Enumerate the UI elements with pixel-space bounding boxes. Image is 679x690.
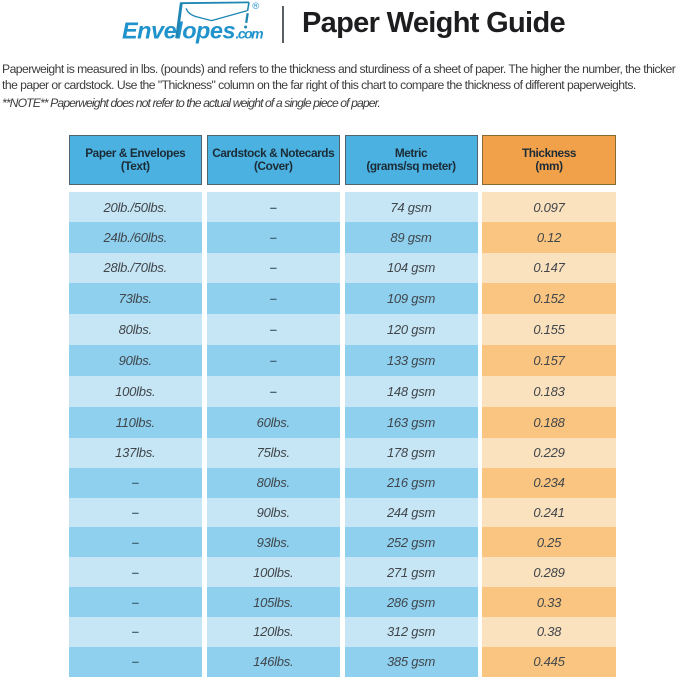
svg-text:®: ® [252, 1, 259, 12]
svg-text:.com: .com [236, 26, 264, 42]
